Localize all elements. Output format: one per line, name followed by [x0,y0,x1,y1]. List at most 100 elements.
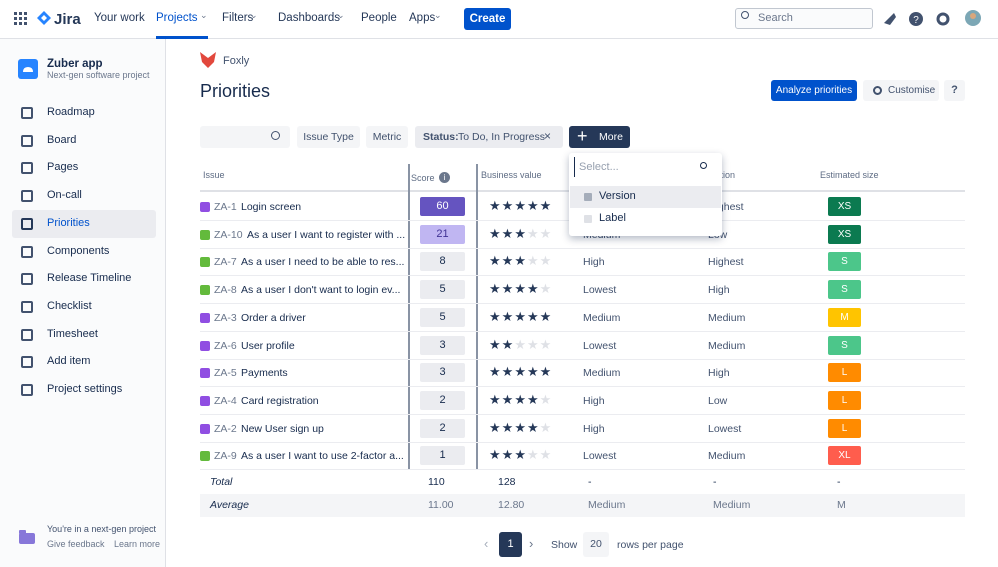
issue-summary[interactable]: New User sign up [241,422,324,435]
issue-summary[interactable]: Card registration [241,394,319,407]
nav-item[interactable]: Apps [409,12,436,24]
sidebar-item[interactable]: Roadmap [47,106,95,118]
plus-icon: + [577,126,588,146]
foxly-icon [200,52,216,68]
issue-key[interactable]: ZA-7 [214,256,237,269]
search-icon [741,11,749,19]
issue-summary[interactable]: As a user I need to be able to res... [241,256,405,269]
sidebar-item[interactable]: Project settings [47,383,123,395]
sidebar-item[interactable]: Release Timeline [47,272,132,285]
sidebar-item[interactable]: On-call [47,189,82,202]
row-line [200,469,965,471]
search-box[interactable]: Search [735,8,873,29]
cell: Lowest [583,339,617,352]
summary-cell: 128 [498,476,516,488]
nav-item[interactable]: Projects [156,12,198,24]
status-chip[interactable] [415,126,563,148]
size-badge: L [828,363,861,383]
nav-icon [21,217,33,230]
size-badge: L [828,418,861,438]
score-badge: 5 [420,307,465,327]
nav-icon [21,190,33,203]
nav-icon [21,162,33,175]
row-line [200,386,965,388]
issue-summary[interactable]: Login screen [241,201,302,213]
dropdown-option[interactable]: Version [599,190,636,202]
chevron: ⌄ [434,10,442,20]
cell: High [583,256,605,269]
issue-key[interactable]: ZA-2 [214,422,237,435]
filter-chip[interactable]: Metric [366,126,408,148]
issue-summary[interactable]: As a user I want to use 2-factor a... [241,450,404,463]
checkbox[interactable] [584,215,592,223]
summary-cell: - [588,476,592,488]
sidebar-item[interactable]: Checklist [47,299,92,312]
sidebar-item[interactable]: Pages [47,161,79,174]
nav-icons[interactable]: ? [882,11,962,29]
dropdown-option[interactable]: Label [599,212,626,224]
issue-key[interactable]: ZA-3 [214,311,237,324]
issue-key[interactable]: ZA-8 [214,284,237,297]
issue-key[interactable]: ZA-6 [214,339,237,352]
issue-key[interactable]: ZA-5 [214,367,237,380]
footer-link[interactable]: Learn more [114,539,161,549]
issue-summary[interactable]: Order a driver [241,311,306,324]
star-rating: ★★★★★ [489,253,553,269]
filter-chip[interactable]: Issue Type [297,126,360,148]
cell: Lowest [583,450,617,463]
primary-button[interactable]: Analyze priorities [771,80,857,101]
issue-icon [200,451,210,462]
nav-item[interactable]: Filters [222,12,254,24]
sidebar-item[interactable]: Timesheet [47,327,98,340]
filter-search[interactable] [200,126,290,148]
issue-key[interactable]: ZA-9 [214,450,237,463]
create-button[interactable]: Create [464,8,511,30]
page-current[interactable]: 1 [499,532,522,557]
summary-cell: Medium [713,499,751,511]
score-badge: 60 [420,197,465,216]
more-button[interactable]: More [569,126,630,148]
sidebar-item[interactable]: Components [47,244,110,257]
chip-close[interactable]: × [544,129,552,143]
dropdown-input[interactable]: Select... [574,157,717,177]
score-border [476,164,478,469]
star-rating: ★★★★★ [489,419,553,435]
star-rating: ★★★★★ [489,225,553,241]
help-button[interactable]: ? [944,80,965,101]
size-badge: S [828,280,861,300]
issue-summary[interactable]: As a user I want to register with ... [247,228,406,241]
col-header: Issue [203,170,225,180]
issue-key[interactable]: ZA-1 [214,201,237,213]
star-rating: ★★★★★ [489,364,553,380]
avatar[interactable] [965,10,981,26]
prev[interactable]: ‹ [484,536,489,551]
issue-summary[interactable]: As a user I don't want to login ev... [241,284,401,297]
cell: Medium [583,311,621,324]
customise-button[interactable]: Customise [863,80,939,101]
issue-key[interactable]: ZA-4 [214,394,237,407]
issue-icon [200,257,210,268]
app-switcher[interactable] [14,12,28,26]
footer-link[interactable]: Give feedback [47,539,105,549]
issue-summary[interactable]: Payments [241,367,288,380]
checkbox[interactable] [584,193,592,201]
sidebar-item[interactable]: Board [47,133,77,146]
active-underline [156,36,208,39]
size-badge: XS [828,197,861,216]
issue-key[interactable]: ZA-10 [214,228,243,241]
score-badge: 5 [420,280,465,300]
project-type: Next-gen software project [47,70,150,80]
summary-cell: M [837,499,846,511]
breadcrumb[interactable]: Foxly [223,55,250,67]
rows-select[interactable]: 20 [583,532,609,557]
sidebar-item[interactable]: Priorities [47,216,90,229]
star-rating: ★★★★★ [489,308,553,324]
sidebar-item[interactable]: Add item [47,355,91,368]
nav-item[interactable]: People [361,12,397,24]
star-rating: ★★★★★ [489,391,553,407]
next[interactable]: › [529,536,534,551]
nav-item[interactable]: Your work [94,12,145,24]
issue-summary[interactable]: User profile [241,339,295,352]
search-icon [271,131,280,140]
nav-item[interactable]: Dashboards [278,12,341,24]
